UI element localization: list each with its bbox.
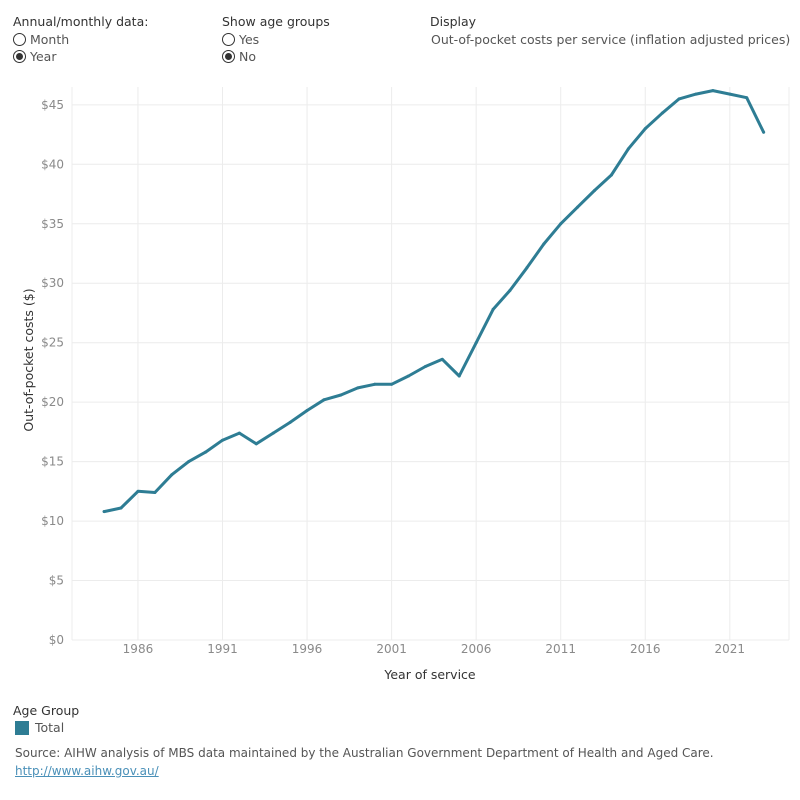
- annual-monthly-title: Annual/monthly data:: [13, 14, 149, 29]
- x-tick-label: 2021: [715, 642, 746, 656]
- y-axis-label: Out-of-pocket costs ($): [21, 288, 36, 431]
- radio-age-no-indicator[interactable]: [222, 50, 235, 63]
- display-title: Display: [430, 14, 477, 29]
- data-point[interactable]: [559, 222, 563, 226]
- data-point[interactable]: [170, 473, 174, 477]
- data-point[interactable]: [609, 173, 613, 177]
- data-point[interactable]: [542, 242, 546, 246]
- y-tick-label: $5: [49, 574, 64, 588]
- data-point[interactable]: [728, 92, 732, 96]
- data-point[interactable]: [204, 450, 208, 454]
- data-point[interactable]: [677, 97, 681, 101]
- data-point[interactable]: [423, 364, 427, 368]
- y-tick-label: $15: [41, 455, 64, 469]
- display-value[interactable]: Out-of-pocket costs per service (inflati…: [431, 32, 791, 47]
- y-tick-label: $30: [41, 276, 64, 290]
- radio-age-yes-label: Yes: [239, 32, 260, 47]
- series-line-total[interactable]: [102, 89, 766, 514]
- data-point[interactable]: [491, 307, 495, 311]
- x-tick-label: 2016: [630, 642, 661, 656]
- grid-lines: [71, 87, 790, 641]
- source-link[interactable]: http://www.aihw.gov.au/: [15, 764, 159, 778]
- x-tick-label: 1996: [292, 642, 323, 656]
- y-tick-label: $40: [41, 157, 64, 171]
- y-tick-label: $45: [41, 98, 64, 112]
- data-point[interactable]: [153, 491, 157, 495]
- data-point[interactable]: [474, 341, 478, 345]
- data-point[interactable]: [643, 127, 647, 131]
- data-point[interactable]: [237, 431, 241, 435]
- data-point[interactable]: [288, 420, 292, 424]
- age-groups-title: Show age groups: [222, 14, 330, 29]
- legend-swatch: [15, 720, 29, 735]
- x-tick-label: 2011: [545, 642, 576, 656]
- x-tick-label: 2001: [376, 642, 407, 656]
- x-tick-label: 1986: [123, 642, 154, 656]
- data-point[interactable]: [187, 460, 191, 464]
- data-point[interactable]: [119, 506, 123, 510]
- data-point[interactable]: [221, 438, 225, 442]
- radio-month-label: Month: [30, 32, 70, 47]
- radio-age-no[interactable]: No: [222, 48, 256, 65]
- radio-month[interactable]: Month: [13, 31, 69, 48]
- data-point[interactable]: [102, 510, 106, 514]
- radio-month-indicator[interactable]: [13, 33, 26, 46]
- data-point[interactable]: [525, 266, 529, 270]
- data-point[interactable]: [593, 188, 597, 192]
- source-note: Source: AIHW analysis of MBS data mainta…: [15, 746, 714, 760]
- data-point[interactable]: [322, 398, 326, 402]
- radio-year[interactable]: Year: [13, 48, 56, 65]
- y-tick-label: $20: [41, 395, 64, 409]
- data-point[interactable]: [694, 92, 698, 96]
- data-point[interactable]: [457, 374, 461, 378]
- data-point[interactable]: [339, 393, 343, 397]
- x-axis-label: Year of service: [383, 667, 476, 682]
- data-point[interactable]: [254, 442, 258, 446]
- x-tick-label: 2006: [461, 642, 492, 656]
- legend-item-label: Total: [35, 720, 65, 735]
- data-point[interactable]: [660, 111, 664, 115]
- radio-age-no-label: No: [239, 49, 256, 64]
- radio-year-indicator[interactable]: [13, 50, 26, 63]
- y-tick-label: $25: [41, 336, 64, 350]
- y-tick-label: $35: [41, 217, 64, 231]
- y-tick-label: $0: [49, 633, 64, 647]
- data-point[interactable]: [626, 147, 630, 151]
- data-point[interactable]: [440, 357, 444, 361]
- radio-year-label: Year: [30, 49, 57, 64]
- data-point[interactable]: [508, 288, 512, 292]
- legend-item-total[interactable]: Total: [15, 720, 64, 735]
- data-point[interactable]: [762, 130, 766, 134]
- line-chart: $0 $5 $10 $15 $20 $25 $30 $35 $40 $45 1986 1991 199…: [21, 87, 790, 682]
- data-point[interactable]: [356, 386, 360, 390]
- radio-age-yes[interactable]: Yes: [222, 31, 259, 48]
- data-point[interactable]: [271, 431, 275, 435]
- x-tick-label: 1991: [207, 642, 238, 656]
- data-point[interactable]: [390, 382, 394, 386]
- x-axis-ticks: 1986 1991 1996 2001 2006 2011 2016 2021: [123, 642, 745, 656]
- radio-age-yes-indicator[interactable]: [222, 33, 235, 46]
- series-layer: [102, 89, 766, 514]
- legend-title: Age Group: [13, 703, 80, 718]
- data-point[interactable]: [407, 374, 411, 378]
- data-point[interactable]: [305, 408, 309, 412]
- y-tick-label: $10: [41, 514, 64, 528]
- data-point[interactable]: [373, 382, 377, 386]
- data-point[interactable]: [136, 489, 140, 493]
- y-axis-ticks: $0 $5 $10 $15 $20 $25 $30 $35 $40 $45: [41, 98, 64, 647]
- data-point[interactable]: [745, 96, 749, 100]
- data-point[interactable]: [711, 89, 715, 93]
- data-point[interactable]: [576, 205, 580, 209]
